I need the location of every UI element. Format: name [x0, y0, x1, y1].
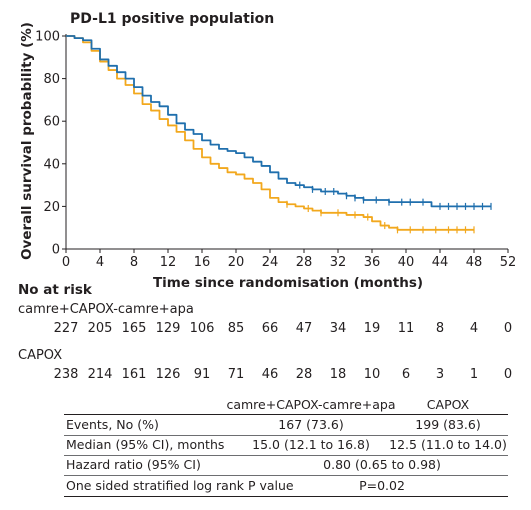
y-tick-label: 40	[43, 157, 60, 172]
risk-count: 19	[363, 321, 381, 336]
risk-count: 129	[155, 321, 181, 336]
y-tick-label: 0	[52, 243, 60, 258]
x-tick-label: 4	[96, 255, 104, 270]
stats-row-median: Median (95% CI), months 15.0 (12.1 to 16…	[0, 437, 531, 455]
risk-count: 18	[329, 367, 347, 382]
risk-row-camre: 227 205 165 129 106 85 66 47 34 19 11 8 4 0	[0, 321, 531, 339]
risk-count: 66	[261, 321, 279, 336]
risk-count: 0	[503, 367, 513, 382]
risk-row-capox: 238 214 161 126 91 71 46 28 18 10 6 3 1 0	[0, 367, 531, 385]
x-tick-label: 28	[296, 255, 313, 270]
risk-count: 6	[401, 367, 411, 382]
risk-count: 161	[121, 367, 147, 382]
km-chart: PD-L1 positive population 0 20 40 60 80 100 0 4…	[19, 11, 517, 291]
risk-count: 1	[469, 367, 479, 382]
risk-count: 47	[295, 321, 313, 336]
risk-count: 46	[261, 367, 279, 382]
x-tick-label: 20	[228, 255, 245, 270]
risk-count: 3	[435, 367, 445, 382]
stats-row-pvalue: One sided stratified log rank P value P=…	[0, 478, 531, 496]
stats-value-1: 167 (73.6)	[278, 417, 344, 432]
risk-count: 0	[503, 321, 513, 336]
x-tick-label: 24	[262, 255, 279, 270]
risk-count: 8	[435, 321, 445, 336]
y-tick-label: 60	[43, 115, 60, 130]
x-tick-label: 40	[398, 255, 415, 270]
risk-group-label-1: camre+CAPOX-camre+apa	[18, 302, 194, 317]
risk-count: 4	[469, 321, 479, 336]
stats-rule	[64, 435, 508, 436]
x-tick-label: 32	[330, 255, 347, 270]
stats-rule	[64, 475, 508, 476]
stats-bottom-rule	[64, 496, 508, 497]
stats-rule	[64, 455, 508, 456]
stats-col-header-1: camre+CAPOX-camre+apa	[226, 397, 396, 412]
chart-title: PD-L1 positive population	[70, 11, 274, 27]
y-tick-label: 20	[43, 200, 60, 215]
stats-row-label: Median (95% CI), months	[66, 437, 225, 452]
risk-count: 238	[53, 367, 79, 382]
x-tick-label: 52	[500, 255, 517, 270]
stats-header-row: camre+CAPOX-camre+apa CAPOX	[0, 397, 531, 415]
x-tick-label: 48	[466, 255, 483, 270]
risk-count: 227	[53, 321, 79, 336]
stats-value-1: 15.0 (12.1 to 16.8)	[252, 437, 370, 452]
risk-count: 165	[121, 321, 147, 336]
stats-row-label: Hazard ratio (95% CI)	[66, 457, 201, 472]
risk-table-title: No at risk	[18, 282, 92, 298]
risk-count: 106	[189, 321, 215, 336]
stats-value-2: 199 (83.6)	[415, 417, 481, 432]
risk-count: 11	[397, 321, 415, 336]
risk-count: 71	[227, 367, 245, 382]
risk-count: 28	[295, 367, 313, 382]
stats-col-header-2: CAPOX	[426, 397, 470, 412]
risk-count: 10	[363, 367, 381, 382]
stats-row-label: Events, No (%)	[66, 417, 159, 432]
risk-count: 214	[87, 367, 113, 382]
y-tick-label: 100	[35, 30, 60, 45]
stats-top-rule	[64, 414, 508, 415]
series-line-camre	[66, 35, 491, 208]
risk-count: 34	[329, 321, 347, 336]
stats-value-2: 12.5 (11.0 to 14.0)	[389, 437, 507, 452]
risk-count: 91	[193, 367, 211, 382]
x-tick-label: 44	[432, 255, 449, 270]
x-tick-label: 12	[160, 255, 177, 270]
x-tick-label: 8	[130, 255, 138, 270]
x-tick-label: 36	[364, 255, 381, 270]
stats-row-events: Events, No (%) 167 (73.6) 199 (83.6)	[0, 417, 531, 435]
risk-count: 205	[87, 321, 113, 336]
risk-group-label-2: CAPOX	[18, 348, 63, 363]
stats-span-value: P=0.02	[359, 478, 405, 493]
stats-row-label: One sided stratified log rank P value	[66, 478, 294, 493]
series-line-capox	[66, 35, 474, 231]
x-axis-label: Time since randomisation (months)	[153, 275, 423, 291]
x-tick-label: 16	[194, 255, 211, 270]
y-axis-label: Overall survival probability (%)	[19, 22, 35, 260]
stats-span-value: 0.80 (0.65 to 0.98)	[323, 457, 441, 472]
y-tick-label: 80	[43, 72, 60, 87]
stats-row-hazard: Hazard ratio (95% CI) 0.80 (0.65 to 0.98…	[0, 457, 531, 475]
risk-count: 126	[155, 367, 181, 382]
x-tick-label: 0	[62, 255, 70, 270]
risk-count: 85	[227, 321, 245, 336]
